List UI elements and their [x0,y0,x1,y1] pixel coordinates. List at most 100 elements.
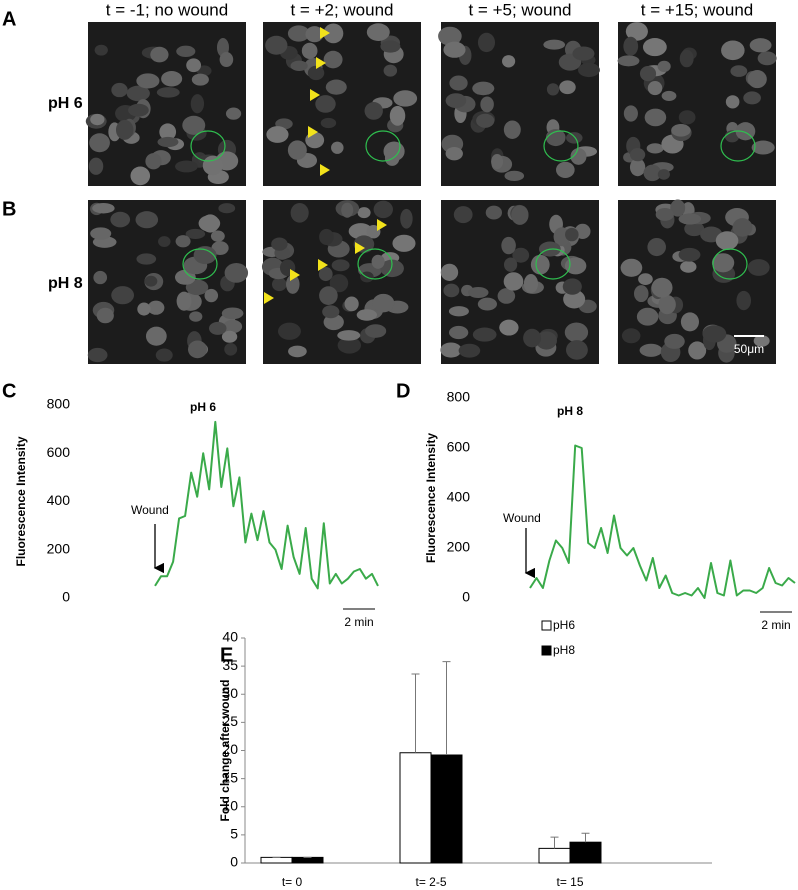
cell [290,60,308,72]
cell [144,275,158,287]
arrowhead-marker [308,126,318,138]
cell [365,324,387,338]
error-bar [550,836,559,849]
cell [730,65,748,77]
cell [661,90,677,101]
cell [625,22,648,41]
legend-swatch [541,645,552,656]
tracking-circle [535,248,571,280]
legend-label: pH8 [553,643,575,657]
cell [535,331,557,350]
cell [485,205,502,220]
cell [266,126,289,143]
cell [564,322,589,343]
cell [92,203,115,214]
cell [389,105,406,126]
y-tick-label: 15 [222,769,238,785]
cell [530,254,550,275]
y-tick-label: 25 [222,713,238,729]
arrowhead-marker [320,27,330,39]
cell [638,273,653,285]
cell [90,113,105,126]
cell [318,267,333,282]
cell [225,107,242,120]
cell [383,64,398,77]
cell [472,327,497,342]
cell [287,140,307,160]
x-tick-label: t= 15 [556,875,583,889]
tracking-circle [190,130,226,162]
cell [87,347,108,363]
cell [155,348,173,362]
cell [725,95,740,109]
cell [643,164,662,182]
cell [218,203,236,214]
cell [329,274,349,293]
cell [751,140,775,155]
y-tick-label: 800 [47,396,71,412]
cell [271,277,287,292]
cell [657,60,671,72]
cell [286,274,300,294]
cell [448,306,469,317]
cell [477,32,496,53]
cell [111,286,135,305]
arrowhead-marker [320,164,330,176]
cell [449,75,468,91]
cell [366,23,390,41]
cell [572,46,595,61]
row-label: pH 8 [48,275,83,292]
cell [176,291,192,311]
y-tick-label: 40 [222,629,238,645]
cell [623,105,638,122]
cell [642,38,667,57]
cell [647,237,666,257]
legend-swatch [541,620,552,631]
cell [476,113,495,128]
y-tick-label: 5 [230,826,238,842]
cell [646,143,664,154]
cell [753,335,770,347]
cell [658,294,676,315]
cell [175,235,191,248]
tracking-circle [712,248,748,280]
cell [443,41,466,58]
cell [523,274,539,294]
cell [546,83,560,96]
column-header: t = +15; wound [641,0,753,19]
cell [322,305,340,319]
cell [175,160,198,173]
cell [566,132,583,144]
cell [443,283,460,298]
cell [639,66,657,82]
cell [502,55,516,68]
panel-letter: D [396,380,410,402]
cell [90,227,112,240]
cell [440,263,459,281]
cell [323,23,344,44]
bar [399,752,432,864]
tracking-circle [543,130,579,162]
cell [301,42,318,60]
cell [503,257,518,272]
cell [664,333,685,349]
chart-title: pH 8 [557,404,583,418]
micrograph [88,200,246,364]
cell [223,319,243,334]
cell [136,253,157,265]
cell [319,286,338,306]
annotation: Wound [503,511,541,525]
cell [161,71,183,87]
y-tick-label: 200 [47,540,71,556]
cell [393,90,418,107]
y-axis-label: Fluorescence Intensity [14,436,28,566]
cell [323,50,343,69]
cell [224,262,249,283]
cell [372,293,395,313]
cell [110,211,131,228]
cell [156,87,180,98]
cell [145,326,167,346]
cell [678,110,696,125]
error-bar [411,673,420,753]
cell [736,290,752,311]
